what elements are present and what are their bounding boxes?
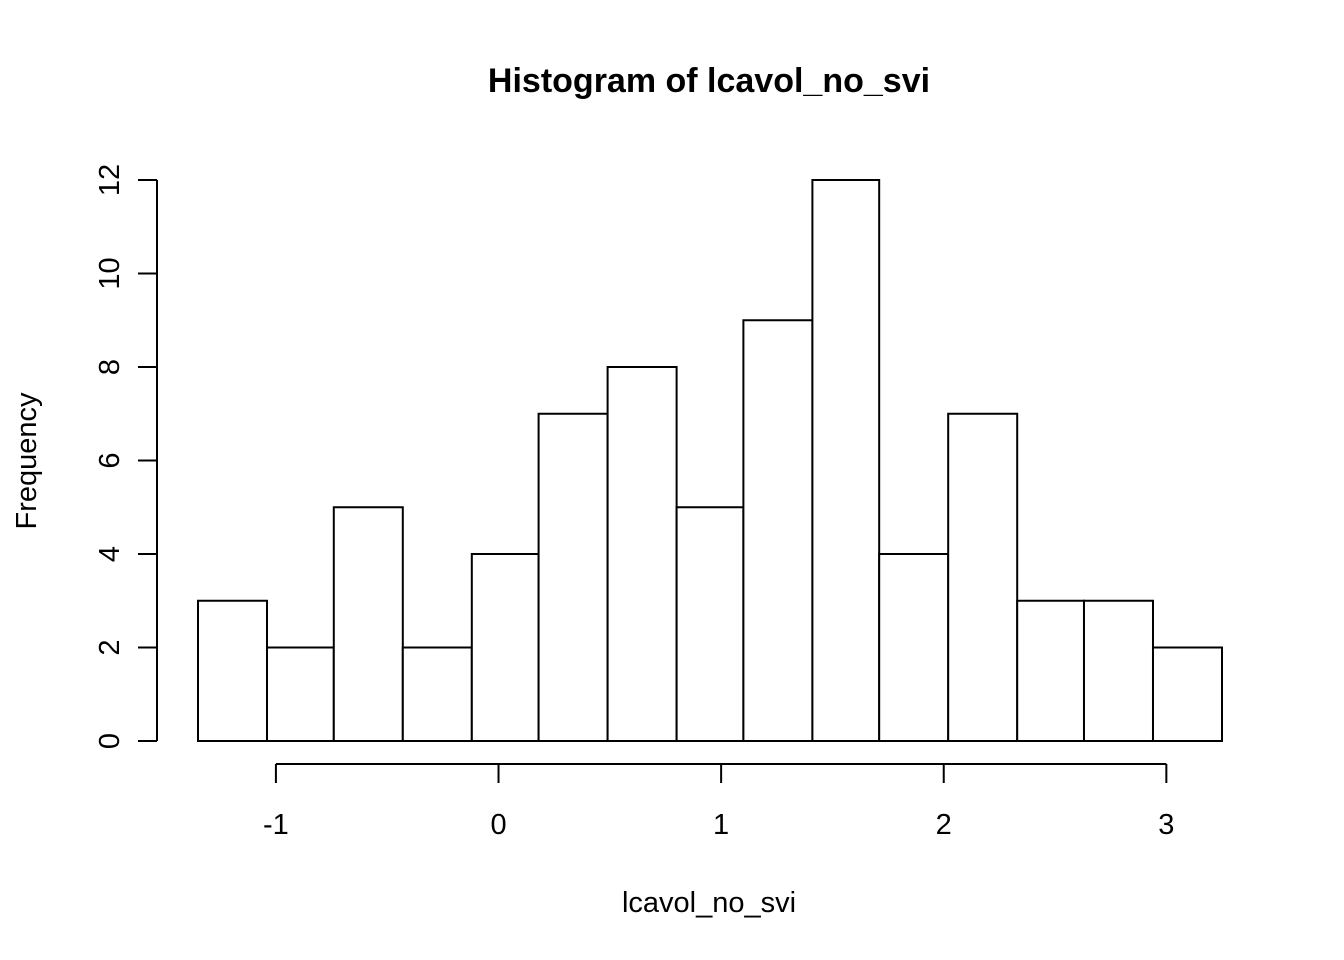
histogram-bar	[470, 553, 540, 742]
histogram-bar	[878, 553, 950, 742]
y-tick-label: 10	[94, 257, 126, 289]
x-tick-label: -1	[263, 809, 289, 841]
histogram-bar	[742, 319, 814, 742]
chart-title: Histogram of lcavol_no_svi	[488, 62, 930, 100]
x-axis: -1 0 1 2 3	[263, 763, 1174, 841]
histogram-bar	[811, 179, 881, 742]
y-tick-label: 12	[94, 164, 126, 196]
y-tick-label: 6	[94, 452, 126, 468]
y-axis-label: Frequency	[11, 392, 43, 530]
x-axis-label: lcavol_no_svi	[622, 887, 796, 919]
histogram-bar	[1082, 599, 1154, 742]
histogram-bar	[266, 646, 335, 742]
histogram-bar	[675, 506, 745, 742]
y-tick-label: 4	[94, 546, 126, 562]
histogram-bar	[332, 506, 404, 742]
x-tick-label: 1	[713, 809, 729, 841]
histogram-bars	[197, 179, 1224, 742]
histogram-bar	[537, 412, 609, 742]
x-tick-label: 3	[1158, 809, 1174, 841]
x-tick-label: 0	[490, 809, 506, 841]
y-tick-label: 0	[94, 733, 126, 749]
histogram-bar	[401, 646, 473, 742]
histogram-bar	[606, 366, 678, 742]
x-tick-label: 2	[936, 809, 952, 841]
histogram-bar	[197, 599, 269, 742]
y-axis: 0 2 4 6 8 10 12	[94, 164, 158, 749]
y-tick-label: 2	[94, 639, 126, 655]
histogram-bar	[947, 412, 1019, 742]
y-tick-label: 8	[94, 359, 126, 375]
histogram-bar	[1016, 599, 1085, 742]
histogram-bar	[1151, 646, 1224, 742]
